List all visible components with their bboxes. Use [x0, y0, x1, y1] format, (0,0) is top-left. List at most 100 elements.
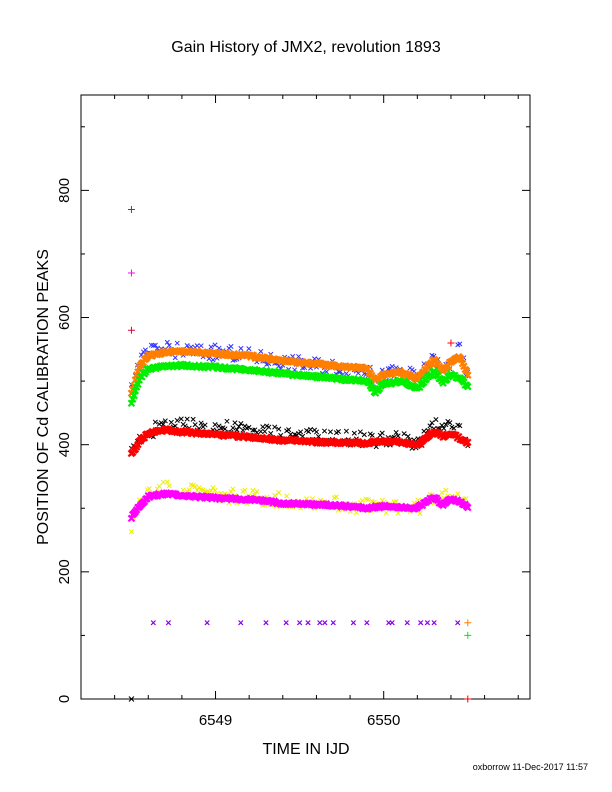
x-axis-label: TIME IN IJD — [262, 741, 349, 758]
data-point-yellow — [333, 494, 339, 500]
data-point-black — [405, 433, 411, 439]
isolated-point — [464, 631, 472, 639]
data-point-black — [393, 429, 399, 436]
data-point-black — [357, 429, 363, 435]
data-point-black — [272, 424, 278, 430]
data-point-yellow — [164, 479, 170, 485]
y-tick-label: 400 — [56, 432, 73, 457]
data-point-black — [335, 429, 341, 435]
data-point-purple — [424, 620, 431, 626]
data-point-black — [351, 430, 357, 436]
data-point-black — [152, 419, 158, 425]
data-point-black — [313, 429, 320, 435]
data-point-blue — [208, 344, 214, 350]
data-layer — [127, 205, 472, 703]
plot-border — [80, 94, 531, 700]
data-point-yellow — [192, 484, 198, 490]
data-point-blue — [216, 345, 222, 351]
x-tick-label: 6549 — [199, 712, 232, 729]
axis-ticks: 0 200 400 600 800 6549 6550 — [56, 95, 530, 729]
data-point-black — [230, 425, 236, 431]
data-point-black — [168, 419, 174, 425]
isolated-points — [127, 205, 472, 703]
data-point-black — [178, 416, 184, 422]
data-point-black — [198, 420, 204, 426]
x-tick-label: 6550 — [367, 712, 400, 729]
data-point-blue — [296, 353, 302, 360]
data-point-purple — [330, 620, 336, 626]
data-point-purple — [364, 620, 370, 626]
data-point-purple — [263, 620, 269, 626]
data-point-yellow — [194, 487, 200, 494]
chart-title: Gain History of JMX2, revolution 1893 — [171, 39, 441, 56]
data-point-blue — [166, 342, 172, 348]
plot-frame — [80, 94, 531, 700]
y-tick-label: 800 — [56, 178, 73, 203]
data-point-black — [427, 423, 433, 429]
series-magenta — [127, 489, 472, 523]
data-point-blue — [389, 363, 395, 369]
data-point-purple — [283, 620, 289, 626]
data-point-yellow — [276, 490, 282, 496]
data-point-black — [192, 422, 198, 428]
data-point-black — [162, 418, 168, 424]
isolated-point — [127, 205, 135, 213]
data-point-red — [464, 438, 472, 447]
data-point-black — [232, 420, 238, 426]
data-point-yellow — [359, 498, 365, 504]
data-point-black — [421, 428, 427, 434]
data-point-yellow — [250, 487, 256, 493]
data-point-black — [457, 423, 463, 429]
data-point-black — [238, 421, 244, 427]
data-point-purple — [322, 620, 328, 626]
data-point-black — [401, 431, 407, 437]
data-point-black — [212, 422, 218, 428]
isolated-point — [127, 326, 135, 334]
data-point-black — [246, 424, 252, 430]
data-point-yellow — [186, 487, 192, 493]
data-point-black — [395, 433, 401, 439]
isolated-point — [464, 619, 472, 627]
data-point-yellow — [146, 486, 152, 492]
data-point-yellow — [383, 510, 389, 516]
data-point-yellow — [180, 487, 186, 493]
data-point-yellow — [156, 483, 162, 489]
series-orange — [127, 346, 472, 398]
data-point-black — [184, 416, 190, 422]
data-point-black — [441, 425, 447, 431]
data-point-purple — [204, 620, 210, 626]
data-point-black — [443, 422, 449, 428]
data-point-yellow — [439, 490, 445, 496]
data-point-blue — [184, 343, 190, 349]
data-point-black — [433, 417, 439, 423]
data-point-black — [224, 418, 230, 424]
data-point-black — [258, 428, 264, 435]
isolated-point — [464, 695, 472, 703]
data-point-blue — [276, 363, 282, 369]
y-axis-label: POSITION OF Cd CALIBRATION PEAKS — [35, 249, 52, 545]
data-point-black — [321, 428, 328, 434]
data-point-yellow — [230, 486, 236, 492]
data-point-black — [447, 420, 453, 426]
data-point-purple — [165, 620, 172, 626]
series-purple-row — [150, 620, 461, 626]
data-point-black — [174, 417, 180, 424]
data-point-blue — [194, 343, 200, 349]
series-green — [127, 360, 472, 408]
data-point-yellow — [365, 496, 371, 503]
data-point-purple — [455, 620, 461, 626]
data-point-purple — [350, 620, 357, 626]
data-point-black — [327, 429, 334, 435]
data-point-yellow — [212, 487, 218, 493]
series-red — [127, 425, 472, 458]
data-point-yellow — [284, 493, 290, 499]
data-point-black — [222, 426, 228, 432]
data-point-blue — [174, 340, 180, 346]
data-point-blue — [172, 355, 178, 361]
data-point-yellow — [166, 483, 172, 489]
data-point-yellow — [395, 510, 401, 516]
data-point-orange — [464, 371, 472, 379]
data-point-blue — [152, 342, 158, 348]
data-point-purple — [305, 620, 311, 626]
data-point-blue — [238, 345, 244, 352]
